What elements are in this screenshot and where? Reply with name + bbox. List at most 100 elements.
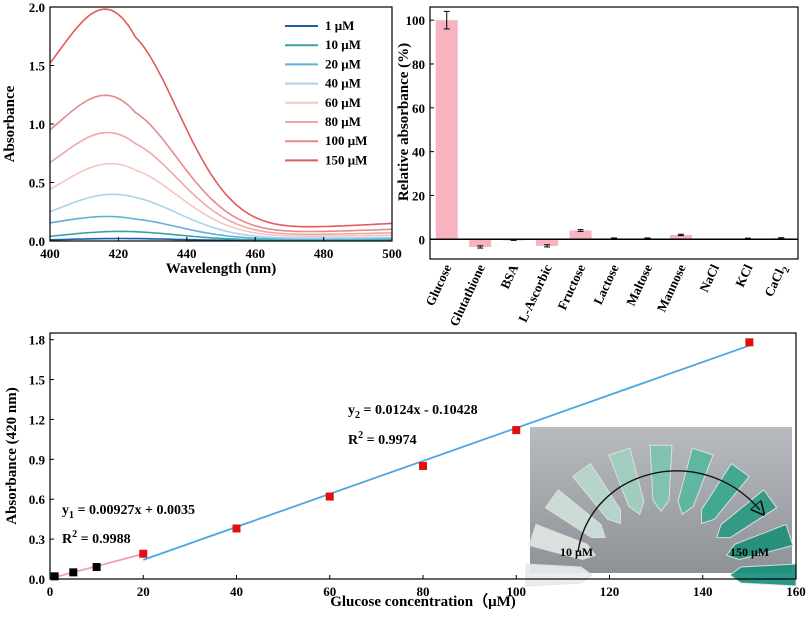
data-points: [50, 338, 754, 581]
data-point-high: [419, 461, 427, 470]
spectrum-line-5: [49, 131, 393, 236]
spectrum-line-6: [49, 94, 393, 233]
category-label-fructose: Fructose: [554, 262, 588, 312]
r-squared-2: R2 = 0.9974: [348, 430, 417, 448]
calibration-x-tick-label: 60: [323, 584, 336, 599]
category-label-glucose: Glucose: [422, 262, 454, 308]
spectra-x-axis-label: Wavelength (nm): [166, 261, 276, 277]
calibration-x-tick-label: 120: [600, 584, 620, 599]
r-squared-1: R2 = 0.9988: [62, 529, 131, 547]
bar-l-ascorbic: [536, 239, 559, 246]
calibration-x-axis-label: Glucose concentration（μM): [330, 592, 516, 610]
spectra-y-tick-label: 0.5: [29, 176, 46, 191]
data-point-high: [139, 549, 148, 558]
cacl-subscript: 2: [781, 265, 793, 274]
data-point-high: [512, 426, 521, 435]
category-label-lactose: Lactose: [590, 262, 622, 307]
calibration-y-ticks: 0.0 0.3 0.6 0.9 1.2 1.5 1.8: [29, 333, 54, 587]
calibration-y-tick-label: 0.6: [29, 492, 46, 507]
data-point-low: [92, 563, 101, 572]
calibration-x-tick-label: 0: [47, 584, 54, 599]
legend-label-2: 20 μM: [325, 56, 361, 71]
vial: [725, 523, 794, 561]
vial: [649, 444, 673, 513]
data-point-low: [50, 572, 59, 581]
vial: [572, 462, 621, 525]
selectivity-y-tick-label: 100: [406, 13, 426, 28]
vial: [608, 447, 645, 516]
data-point-high: [325, 492, 334, 501]
data-point-low: [69, 568, 78, 577]
spectrum-line-1: [49, 230, 392, 241]
selectivity-y-tick-label: 20: [412, 188, 425, 203]
vial: [525, 563, 593, 587]
vial: [677, 447, 714, 516]
selectivity-bars: [435, 10, 793, 249]
legend-label-0: 1 μM: [325, 18, 354, 33]
spectra-curves: [49, 8, 393, 242]
spectra-x-tick-label: 460: [245, 246, 265, 261]
spectra-legend: 1 μM 10 μM 20 μM 40 μM 60 μM 80 μM 100 μM 150 μ…: [285, 18, 367, 167]
calibration-x-tick-label: 40: [230, 584, 243, 599]
photo-label-high: 150 μM: [730, 545, 769, 559]
calibration-x-tick-label: 160: [786, 584, 806, 599]
legend-label-5: 80 μM: [325, 114, 361, 129]
legend-label-4: 60 μM: [325, 95, 361, 110]
calibration-y-tick-label: 0.3: [29, 532, 46, 547]
selectivity-y-tick-label: 80: [412, 57, 425, 72]
selectivity-y-axis-label: Relative absorbance (%): [396, 43, 412, 201]
spectra-x-tick-label: 500: [382, 246, 402, 261]
calibration-x-tick-label: 20: [137, 584, 150, 599]
spectra-x-tick-label: 420: [109, 246, 129, 261]
calibration-y-tick-label: 0.0: [29, 572, 45, 587]
vial: [544, 489, 606, 539]
bar-glutathione: [469, 239, 492, 247]
fit-line-2: [142, 344, 750, 561]
selectivity-y-tick-label: 60: [412, 101, 425, 116]
calibration-y-tick-label: 0.9: [29, 452, 46, 467]
spectrum-line-2: [49, 215, 392, 240]
vials-photo: 10 μM 150 μM: [525, 427, 797, 587]
category-label-mannose: Mannose: [654, 262, 689, 314]
equation-1: y1 = 0.00927x + 0.0035: [62, 503, 195, 521]
legend-label-7: 150 μM: [325, 152, 367, 167]
spectra-y-tick-label: 2.0: [29, 0, 45, 15]
spectra-y-tick-label: 1.5: [29, 59, 46, 74]
selectivity-y-tick-label: 0: [419, 232, 426, 247]
spectra-y-axis-label: Absorbance: [2, 85, 18, 162]
vial: [729, 563, 797, 587]
legend-label-1: 10 μM: [325, 37, 361, 52]
spectrum-line-7: [49, 8, 393, 228]
calibration-y-tick-label: 1.8: [29, 333, 46, 348]
spectra-chart: 400 420 440 460 480 500 0.0 0.5 1.0 1.5 2.0 Wavel…: [2, 0, 402, 277]
calibration-x-ticks: 0 20 40 60 80 100 120 140 160: [47, 575, 806, 599]
category-label-maltose: Maltose: [623, 262, 655, 308]
legend-label-6: 100 μM: [325, 133, 367, 148]
spectra-y-ticks: 0.0 0.5 1.0 1.5 2.0: [29, 0, 54, 249]
bar-fructose: [569, 230, 592, 240]
spectrum-line-3: [49, 193, 392, 239]
spectra-x-tick-label: 440: [177, 246, 197, 261]
calibration-y-tick-label: 1.2: [29, 412, 45, 427]
equation-2: y2 = 0.0124x - 0.10428: [348, 403, 478, 421]
spectra-x-tick-label: 400: [40, 246, 60, 261]
photo-label-low: 10 μM: [560, 545, 593, 559]
calibration-y-tick-label: 1.5: [29, 373, 46, 388]
spectrum-line-4: [49, 162, 393, 237]
calibration-y-axis-label: Absorbance (420 nm): [4, 387, 20, 525]
category-label-cacl: CaCl2: [761, 262, 793, 301]
arc-arrow: [577, 470, 760, 553]
selectivity-y-tick-label: 40: [412, 145, 425, 160]
category-label-l-ascorbic: L-Ascorbic: [515, 262, 555, 325]
bar-glucose: [435, 20, 458, 240]
spectra-x-tick-label: 480: [314, 246, 334, 261]
calibration-x-tick-label: 80: [417, 584, 430, 599]
calibration-chart: 10 μM 150 μM 0 20 40 60 80 100 120 140 160 0.00.…: [4, 332, 806, 610]
legend-label-3: 40 μM: [325, 76, 361, 91]
data-point-high: [745, 338, 754, 347]
calibration-x-tick-label: 100: [507, 584, 527, 599]
spectra-y-tick-label: 1.0: [29, 117, 45, 132]
